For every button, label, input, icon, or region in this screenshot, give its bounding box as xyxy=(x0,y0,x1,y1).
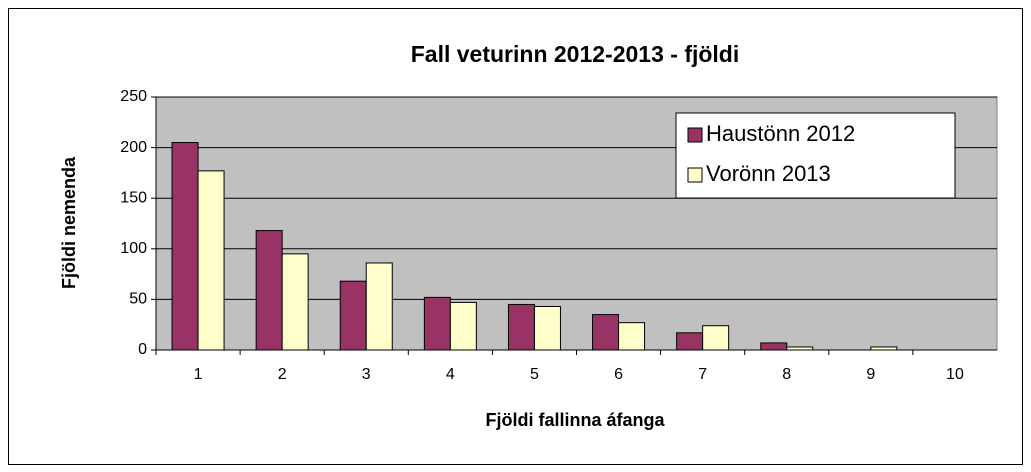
bar xyxy=(449,301,477,351)
y-tick-label: 0 xyxy=(138,341,147,358)
bar xyxy=(702,325,730,351)
x-axis-label: Fjöldi fallinna áfanga xyxy=(485,410,665,430)
chart-title: Fall veturinn 2012-2013 - fjöldi xyxy=(411,41,740,67)
bar xyxy=(171,142,199,351)
bar xyxy=(339,280,367,351)
bar xyxy=(365,262,393,351)
x-tick-label: 10 xyxy=(946,366,964,383)
x-tick-label: 5 xyxy=(530,366,539,383)
bar xyxy=(197,170,225,351)
x-tick-label: 8 xyxy=(782,366,791,383)
x-tick-label: 1 xyxy=(194,366,203,383)
bar xyxy=(533,305,561,351)
bar xyxy=(870,346,898,351)
x-tick-label: 4 xyxy=(446,366,455,383)
bar xyxy=(760,342,788,351)
x-tick-label: 7 xyxy=(698,366,707,383)
legend-swatch xyxy=(687,167,703,183)
y-axis-label: Fjöldi nemenda xyxy=(59,156,79,289)
y-tick-label: 100 xyxy=(120,240,147,257)
x-tick-label: 2 xyxy=(278,366,287,383)
legend-label: Haustönn 2012 xyxy=(706,121,855,146)
legend-box xyxy=(675,112,956,199)
bar xyxy=(676,332,704,351)
bar xyxy=(592,314,620,351)
legend-swatch xyxy=(687,127,703,143)
x-tick-label: 3 xyxy=(362,366,371,383)
y-tick-label: 250 xyxy=(120,88,147,105)
bar xyxy=(255,230,283,351)
bar xyxy=(618,322,646,351)
bar xyxy=(786,346,814,351)
y-tick-label: 50 xyxy=(129,291,147,308)
y-tick-label: 150 xyxy=(120,189,147,206)
x-tick-label: 9 xyxy=(866,366,875,383)
bar xyxy=(423,296,451,351)
bar xyxy=(281,253,309,351)
bar xyxy=(507,303,535,351)
legend-label: Vorönn 2013 xyxy=(706,161,831,186)
x-tick-label: 6 xyxy=(614,366,623,383)
y-tick-label: 200 xyxy=(120,139,147,156)
